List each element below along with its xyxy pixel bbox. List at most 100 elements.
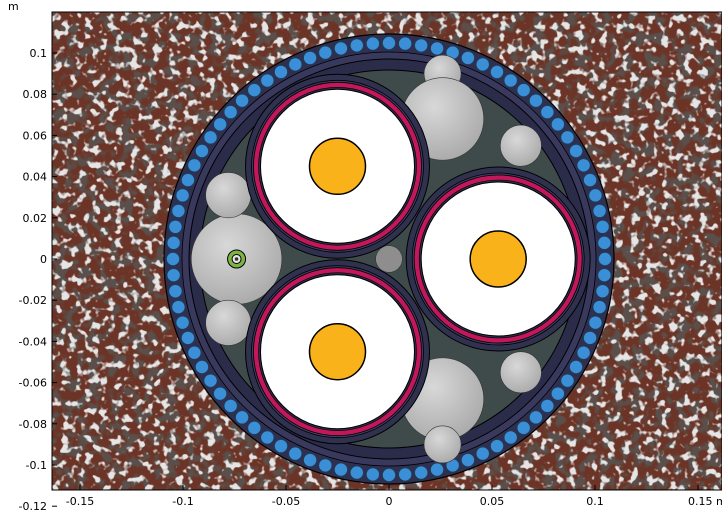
armor-wire [516, 83, 531, 98]
armor-wire [187, 345, 202, 360]
y-tick-label: 0 [40, 253, 47, 266]
conductor [308, 322, 367, 381]
armor-wire [180, 330, 195, 345]
armor-wire [175, 188, 190, 203]
armor-wire [273, 439, 288, 454]
armor-wire [540, 398, 555, 413]
armor-wire [333, 41, 348, 56]
armor-wire [560, 130, 575, 145]
conductor [308, 137, 367, 196]
filler-pipe [375, 245, 403, 273]
filler-pipe [205, 172, 252, 219]
armor-wire [175, 315, 190, 330]
armor-wire [414, 465, 429, 480]
x-tick-label: 0.15 m [688, 495, 722, 508]
armor-wire [247, 420, 262, 435]
armor-wire [595, 284, 610, 299]
armor-wire [588, 315, 603, 330]
armor-wire [592, 203, 607, 218]
armor-wire [168, 219, 183, 234]
armor-wire [318, 458, 333, 473]
armor-wire [560, 373, 575, 388]
armor-wire [430, 41, 445, 56]
armor-wire [213, 386, 228, 401]
fiber-optic-center [234, 257, 239, 261]
armor-wire [460, 453, 475, 468]
armor-wire [333, 462, 348, 477]
armor-wire [168, 284, 183, 299]
armor-wire [203, 373, 218, 388]
armor-wire [247, 83, 262, 98]
plot-frame [51, 11, 722, 491]
armor-wire [165, 251, 180, 266]
armor-wire [381, 36, 396, 51]
armor-wire [171, 300, 186, 315]
armor-wire [569, 143, 584, 158]
conductor [469, 230, 527, 288]
y-axis: 0.1 0.08 0.06 0.04 0.02 0 -0.02 -0.04 -0.06 -0.08… [19, 47, 57, 513]
armor-wire [365, 36, 380, 51]
armor-wire [595, 219, 610, 234]
armor-wire [503, 73, 518, 88]
armor-wire [588, 188, 603, 203]
armor-wire [171, 203, 186, 218]
axis-unit-label: m [8, 0, 19, 13]
armor-wire [503, 430, 518, 445]
armor-wire [166, 268, 181, 283]
armor-wire [475, 446, 490, 461]
filler-pipe [423, 425, 462, 464]
armor-wire [194, 359, 209, 374]
submarine-cable[interactable] [163, 33, 615, 485]
filler-pipe [499, 124, 542, 167]
armor-wire [576, 158, 591, 173]
armor-wire [592, 300, 607, 315]
x-tick-label: -0.1 [172, 495, 193, 508]
y-tick-label: -0.06 [19, 377, 47, 390]
armor-wire [194, 143, 209, 158]
x-tick-label: -0.05 [272, 495, 300, 508]
armor-wire [460, 50, 475, 65]
armor-wire [576, 345, 591, 360]
y-tick-label: -0.02 [19, 294, 47, 307]
y-tick-label: -0.12 [19, 500, 47, 513]
armor-wire [569, 359, 584, 374]
y-tick-label: 0.08 [23, 88, 48, 101]
armor-wire [235, 93, 250, 108]
soil-domain [52, 12, 722, 490]
armor-wire [583, 330, 598, 345]
armor-wire [303, 453, 318, 468]
x-axis: -0.15 -0.1 -0.05 0 0.05 0.1 0.15 m [66, 485, 722, 508]
y-tick-label: 0.1 [30, 47, 48, 60]
y-tick-label: 0.04 [23, 171, 48, 184]
armor-wire [365, 467, 380, 482]
armor-wire [273, 64, 288, 79]
y-tick-label: -0.08 [19, 418, 47, 431]
y-tick-label: 0.06 [23, 129, 48, 142]
armor-wire [166, 235, 181, 250]
armor-wire [414, 38, 429, 53]
armor-wire [303, 50, 318, 65]
armor-wire [398, 36, 413, 51]
armor-wire [288, 446, 303, 461]
armor-wire [528, 93, 543, 108]
armor-wire [223, 105, 238, 120]
x-tick-label: 0.1 [586, 495, 604, 508]
armor-wire [550, 117, 565, 132]
y-tick-label: -0.1 [26, 459, 47, 472]
armor-wire [180, 173, 195, 188]
armor-wire [528, 410, 543, 425]
armor-wire [597, 268, 612, 283]
armor-wire [550, 386, 565, 401]
filler-pipe [499, 351, 542, 394]
x-tick-label: 0.05 [480, 495, 505, 508]
armor-wire [349, 38, 364, 53]
armor-wire [381, 467, 396, 482]
y-tick-label: 0.02 [23, 212, 48, 225]
armor-wire [516, 420, 531, 435]
armor-wire [349, 465, 364, 480]
armor-wire [583, 173, 598, 188]
armor-wire [260, 430, 275, 445]
armor-wire [260, 73, 275, 88]
